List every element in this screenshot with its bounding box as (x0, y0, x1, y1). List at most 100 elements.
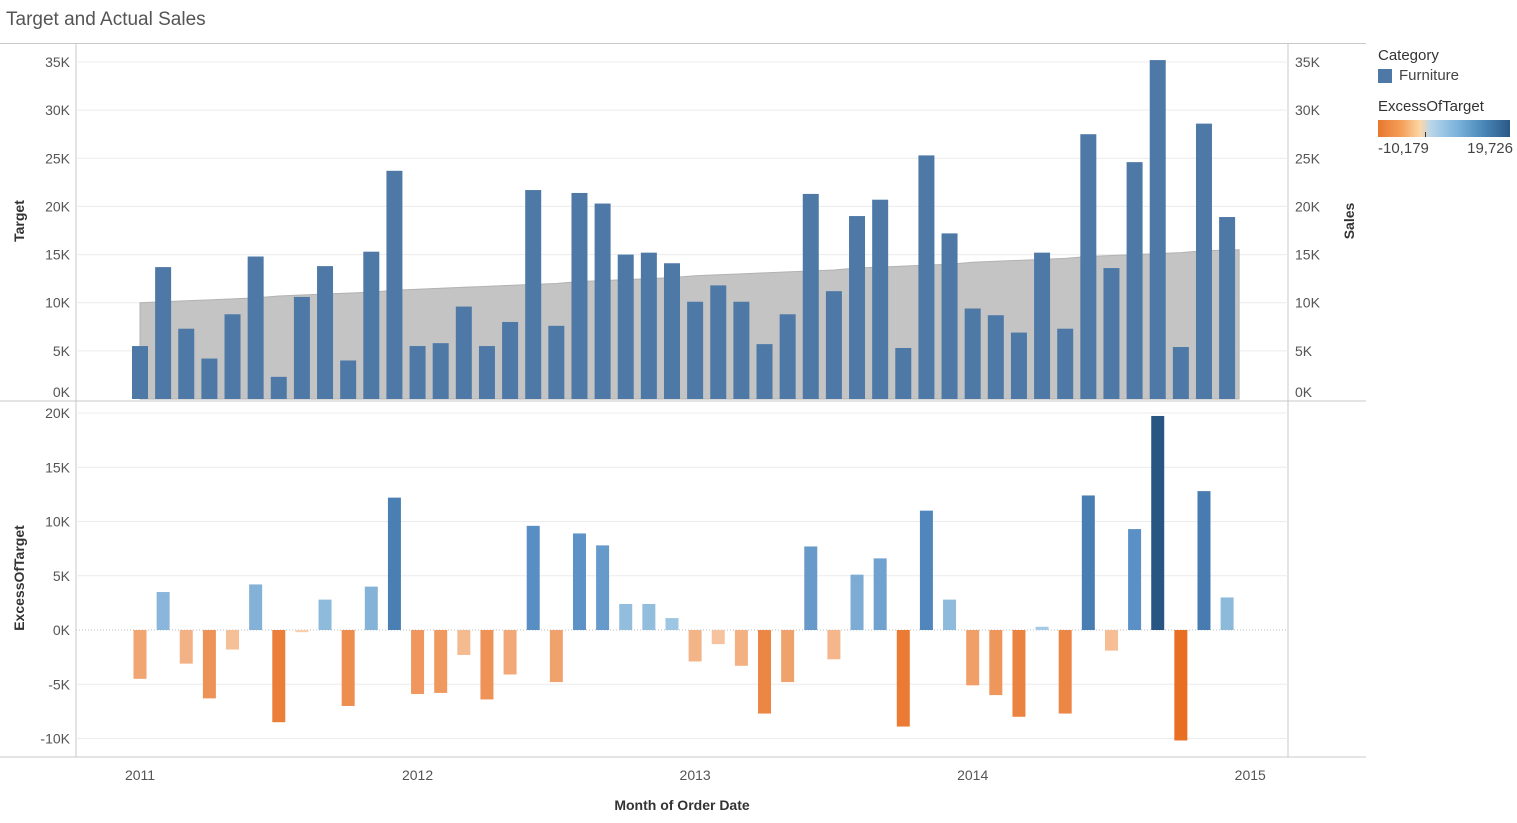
excess-bar[interactable] (434, 630, 448, 693)
excess-bar[interactable] (989, 630, 1003, 696)
excess-bar[interactable] (272, 630, 286, 723)
excess-bar[interactable] (295, 630, 309, 633)
sales-bar[interactable] (132, 346, 148, 399)
excess-bar[interactable] (1174, 630, 1188, 741)
excess-bar[interactable] (919, 510, 933, 630)
sales-bar[interactable] (317, 266, 334, 399)
sales-bar[interactable] (1080, 134, 1097, 399)
excess-bar[interactable] (202, 630, 216, 699)
sales-bar[interactable] (409, 346, 426, 399)
excess-bar[interactable] (943, 599, 957, 630)
excess-bar[interactable] (1081, 495, 1095, 630)
sales-bar[interactable] (270, 376, 287, 399)
excess-bar[interactable] (873, 558, 887, 630)
ramp-max-label: 19,726 (1467, 140, 1513, 157)
sales-bar[interactable] (918, 155, 935, 399)
sales-bar[interactable] (1126, 162, 1143, 399)
sales-bar[interactable] (1149, 60, 1166, 400)
sales-bar[interactable] (432, 343, 449, 399)
sales-bar[interactable] (502, 321, 519, 399)
sales-bar[interactable] (941, 233, 958, 399)
sales-bar[interactable] (548, 325, 565, 399)
excess-bar[interactable] (226, 630, 240, 650)
excess-bar[interactable] (781, 630, 795, 683)
excess-bar[interactable] (411, 630, 425, 695)
excess-bar[interactable] (480, 630, 494, 700)
excess-bar[interactable] (688, 630, 702, 662)
sales-bar[interactable] (386, 170, 403, 399)
excess-bar[interactable] (341, 630, 355, 706)
excess-bar[interactable] (572, 533, 586, 630)
sales-bar[interactable] (1057, 328, 1074, 399)
sales-bar[interactable] (155, 267, 172, 399)
excess-bar[interactable] (1220, 597, 1234, 630)
excess-bar[interactable] (1151, 415, 1165, 630)
sales-bar[interactable] (1103, 268, 1120, 399)
excess-bar[interactable] (387, 497, 401, 630)
sales-bar[interactable] (340, 360, 357, 399)
sales-bar[interactable] (895, 347, 912, 399)
excess-bar[interactable] (758, 630, 772, 714)
excess-bar[interactable] (457, 630, 471, 655)
excess-bar[interactable] (1104, 630, 1118, 651)
sales-bar[interactable] (1010, 332, 1027, 399)
excess-bar[interactable] (1128, 529, 1142, 630)
excess-bar[interactable] (711, 630, 725, 645)
excess-bar[interactable] (1035, 626, 1049, 630)
excess-bar[interactable] (896, 630, 910, 727)
excess-bar[interactable] (1197, 491, 1211, 630)
excess-bar[interactable] (1058, 630, 1072, 714)
sales-bar[interactable] (178, 328, 195, 399)
sales-bar[interactable] (802, 193, 819, 399)
legend-label-furniture: Furniture (1399, 67, 1460, 84)
sales-bar[interactable] (872, 199, 889, 399)
sales-bar[interactable] (525, 190, 542, 399)
excess-bar[interactable] (665, 618, 679, 630)
excess-bar[interactable] (966, 630, 980, 686)
sales-bar[interactable] (849, 216, 866, 399)
excess-bar[interactable] (549, 630, 563, 683)
sales-bar[interactable] (363, 251, 380, 399)
sales-bar[interactable] (478, 346, 495, 399)
excess-color-ramp[interactable] (1378, 120, 1510, 137)
excess-bar[interactable] (503, 630, 517, 675)
sales-bar[interactable] (1172, 347, 1189, 399)
excess-bar[interactable] (804, 546, 818, 630)
sales-bar[interactable] (663, 263, 680, 399)
sales-bar[interactable] (455, 306, 472, 399)
sales-bar[interactable] (201, 358, 218, 399)
excess-bar[interactable] (133, 630, 147, 679)
sales-bar[interactable] (1034, 252, 1051, 399)
excess-bar[interactable] (734, 630, 748, 666)
sales-bar[interactable] (640, 252, 657, 399)
sales-bar[interactable] (825, 291, 842, 399)
sales-bar[interactable] (687, 301, 704, 399)
excess-bar[interactable] (827, 630, 841, 660)
excess-bar[interactable] (318, 599, 332, 630)
sales-bar[interactable] (964, 308, 981, 399)
sales-bar[interactable] (247, 256, 264, 399)
sales-bar[interactable] (594, 203, 611, 399)
legend-item-furniture[interactable]: Furniture (1378, 67, 1513, 84)
sales-bar[interactable] (224, 314, 241, 399)
sales-bar[interactable] (756, 344, 773, 399)
excess-bar[interactable] (526, 525, 540, 630)
sales-bar[interactable] (617, 254, 634, 399)
sales-bar[interactable] (779, 314, 796, 399)
excess-bar[interactable] (850, 574, 864, 630)
excess-bar[interactable] (364, 586, 378, 630)
sales-bar[interactable] (710, 285, 727, 399)
excess-bar[interactable] (179, 630, 193, 664)
excess-bar[interactable] (249, 584, 263, 630)
excess-bar[interactable] (1012, 630, 1026, 717)
sales-bar[interactable] (987, 315, 1004, 399)
excess-bar[interactable] (619, 603, 633, 630)
sales-bar[interactable] (293, 296, 310, 399)
sales-bar[interactable] (1195, 123, 1212, 399)
excess-bar[interactable] (156, 592, 170, 630)
sales-bar[interactable] (1219, 217, 1236, 399)
sales-bar[interactable] (571, 192, 588, 399)
excess-bar[interactable] (642, 603, 656, 630)
sales-bar[interactable] (733, 301, 750, 399)
excess-bar[interactable] (596, 545, 610, 630)
